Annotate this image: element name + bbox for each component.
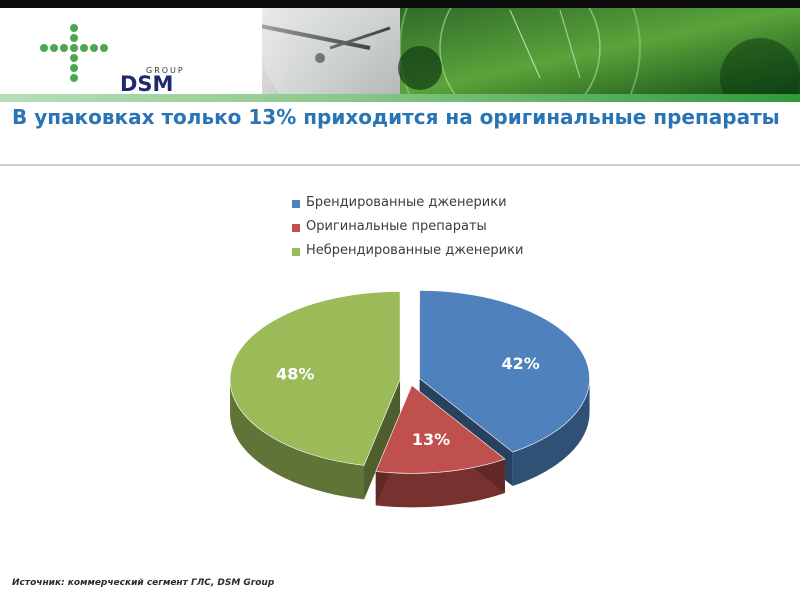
pie-data-label: 13% bbox=[412, 430, 450, 449]
pie-slice bbox=[419, 290, 590, 453]
dsm-logo: GROUP DSM bbox=[40, 22, 183, 94]
logo-brand-text: DSM bbox=[120, 72, 174, 94]
top-rule bbox=[0, 0, 800, 8]
pie-slice-cut bbox=[364, 379, 401, 500]
header-photo bbox=[180, 8, 800, 94]
pie-slice bbox=[229, 291, 401, 466]
legend-label: Небрендированные дженерики bbox=[306, 243, 524, 258]
legend-swatch bbox=[292, 200, 300, 208]
logo-dots-icon bbox=[40, 24, 108, 82]
title-divider bbox=[0, 164, 800, 166]
source-note: Источник: коммерческий сегмент ГЛС, DSM … bbox=[12, 578, 275, 588]
logo-group-text: GROUP bbox=[146, 66, 185, 75]
pie-data-label: 48% bbox=[276, 365, 314, 384]
header-band: GROUP DSM bbox=[0, 8, 800, 94]
pie-chart: 42% 13% 48% bbox=[229, 290, 590, 508]
legend-swatch bbox=[292, 224, 300, 232]
pie-data-label: 42% bbox=[501, 354, 539, 373]
pie-slice-side bbox=[512, 378, 590, 487]
pie-slice bbox=[375, 384, 506, 474]
legend-label: Брендированные дженерики bbox=[306, 195, 507, 210]
pie-slice-side bbox=[375, 459, 505, 508]
logo-area: GROUP DSM bbox=[0, 8, 262, 94]
header-accent-bar bbox=[0, 94, 800, 102]
legend-label: Оригинальные препараты bbox=[306, 219, 487, 234]
pie-slice-side bbox=[230, 379, 365, 500]
legend-swatch bbox=[292, 248, 300, 256]
slide-title: В упаковках только 13% приходится на ори… bbox=[12, 105, 780, 129]
